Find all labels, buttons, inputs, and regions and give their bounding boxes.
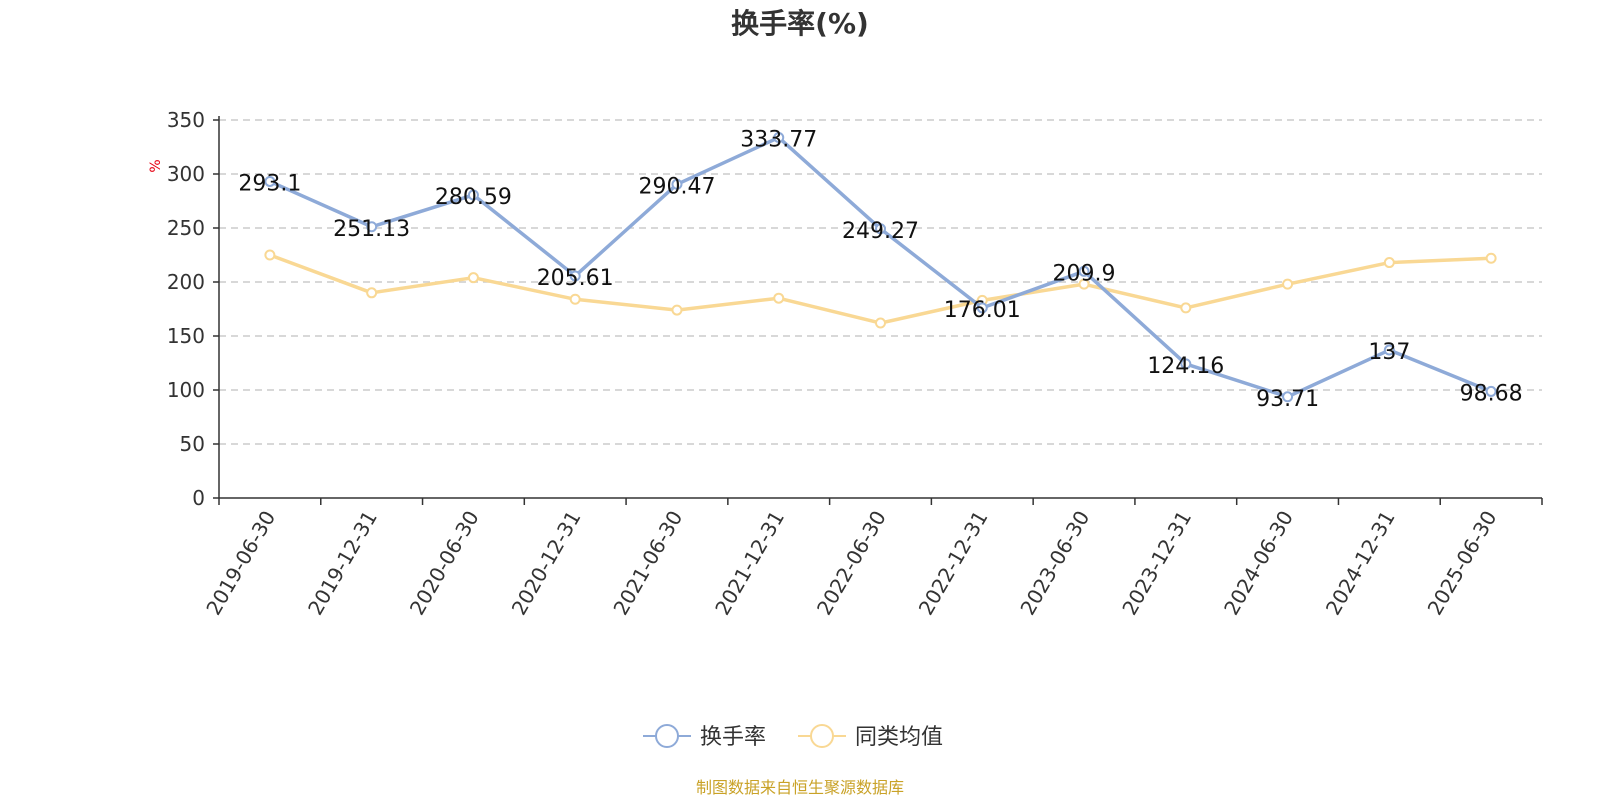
y-tick-label: 300 <box>167 162 205 186</box>
data-point <box>671 178 683 190</box>
legend-item-turnover[interactable]: 换手率 <box>643 724 766 750</box>
data-point <box>366 287 378 299</box>
data-point <box>1485 252 1497 264</box>
data-point <box>569 293 581 305</box>
data-point <box>467 272 479 284</box>
y-tick-label: 200 <box>167 270 205 294</box>
x-tick-label: 2022-06-30 <box>812 507 891 620</box>
source-note: 制图数据来自恒生聚源数据库 <box>696 778 904 797</box>
series-line <box>269 253 1492 325</box>
legend-circle-icon <box>655 724 679 748</box>
x-tick-label: 2019-12-31 <box>303 507 382 620</box>
data-label: 176.01 <box>944 298 1021 323</box>
data-label: 137 <box>1368 340 1410 365</box>
data-point <box>1485 385 1497 397</box>
data-point <box>1383 344 1395 356</box>
data-label: 251.13 <box>333 217 410 242</box>
data-label: 124.16 <box>1147 354 1224 379</box>
data-point <box>1180 302 1192 314</box>
legend-label: 换手率 <box>700 725 766 750</box>
x-tick-label: 2023-06-30 <box>1015 507 1094 620</box>
y-tick-label: 150 <box>167 324 205 348</box>
legend-circle-icon <box>810 724 834 748</box>
data-label: 280.59 <box>435 185 512 210</box>
series-turnover <box>264 132 1497 403</box>
axes: 0 50 100 150 200 250 300 350 2019-06-30 2019-12-3… <box>167 108 1543 620</box>
data-point <box>671 304 683 316</box>
data-point <box>1078 265 1090 277</box>
legend-label: 同类均值 <box>855 725 943 750</box>
data-label: 209.9 <box>1053 261 1116 286</box>
data-labels: 293.1 251.13 280.59 205.61 290.47 333.77 249.2… <box>238 128 1522 412</box>
data-point <box>1383 257 1395 269</box>
series-peer-average <box>264 249 1497 329</box>
data-point <box>773 132 785 144</box>
x-tick-label: 2021-06-30 <box>608 507 687 620</box>
x-tick-label: 2021-12-31 <box>710 507 789 620</box>
series-group <box>264 132 1497 403</box>
grid-lines <box>219 119 1542 445</box>
x-tick-label: 2025-06-30 <box>1423 507 1502 620</box>
data-label: 93.71 <box>1256 387 1319 412</box>
data-point <box>569 270 581 282</box>
legend[interactable]: 换手率 同类均值 <box>643 724 943 750</box>
x-tick-label: 2023-12-31 <box>1117 507 1196 620</box>
x-tick-label: 2024-12-31 <box>1321 507 1400 620</box>
x-tick-label: 2024-06-30 <box>1219 507 1298 620</box>
data-point <box>976 302 988 314</box>
data-label: 293.1 <box>238 171 301 196</box>
x-tick-label: 2020-06-30 <box>405 507 484 620</box>
y-tick-label: 0 <box>192 486 205 510</box>
data-label: 98.68 <box>1460 381 1523 406</box>
data-point <box>773 292 785 304</box>
y-axis-unit: % <box>148 159 164 172</box>
y-tick-label: 100 <box>167 378 205 402</box>
data-point <box>467 189 479 201</box>
data-label: 333.77 <box>740 128 817 153</box>
x-tick-label: 2022-12-31 <box>914 507 993 620</box>
data-label: 205.61 <box>537 266 614 291</box>
chart-title: 换手率(%) <box>731 7 869 40</box>
data-point <box>1078 278 1090 290</box>
series-line <box>269 135 1492 399</box>
data-point <box>366 221 378 233</box>
data-point <box>1282 278 1294 290</box>
x-tick-label: 2020-12-31 <box>507 507 586 620</box>
data-point <box>264 249 276 261</box>
data-point <box>875 317 886 329</box>
data-point <box>875 223 886 235</box>
legend-item-peer-average[interactable]: 同类均值 <box>798 724 943 750</box>
data-label: 290.47 <box>638 174 715 199</box>
data-point <box>264 175 276 187</box>
data-label: 249.27 <box>842 219 919 244</box>
x-tick-label: 2019-06-30 <box>201 507 280 620</box>
y-tick-label: 50 <box>180 432 205 456</box>
data-point <box>1282 391 1294 403</box>
data-point <box>1180 358 1192 370</box>
y-tick-label: 250 <box>167 216 205 240</box>
y-tick-label: 350 <box>167 108 205 132</box>
